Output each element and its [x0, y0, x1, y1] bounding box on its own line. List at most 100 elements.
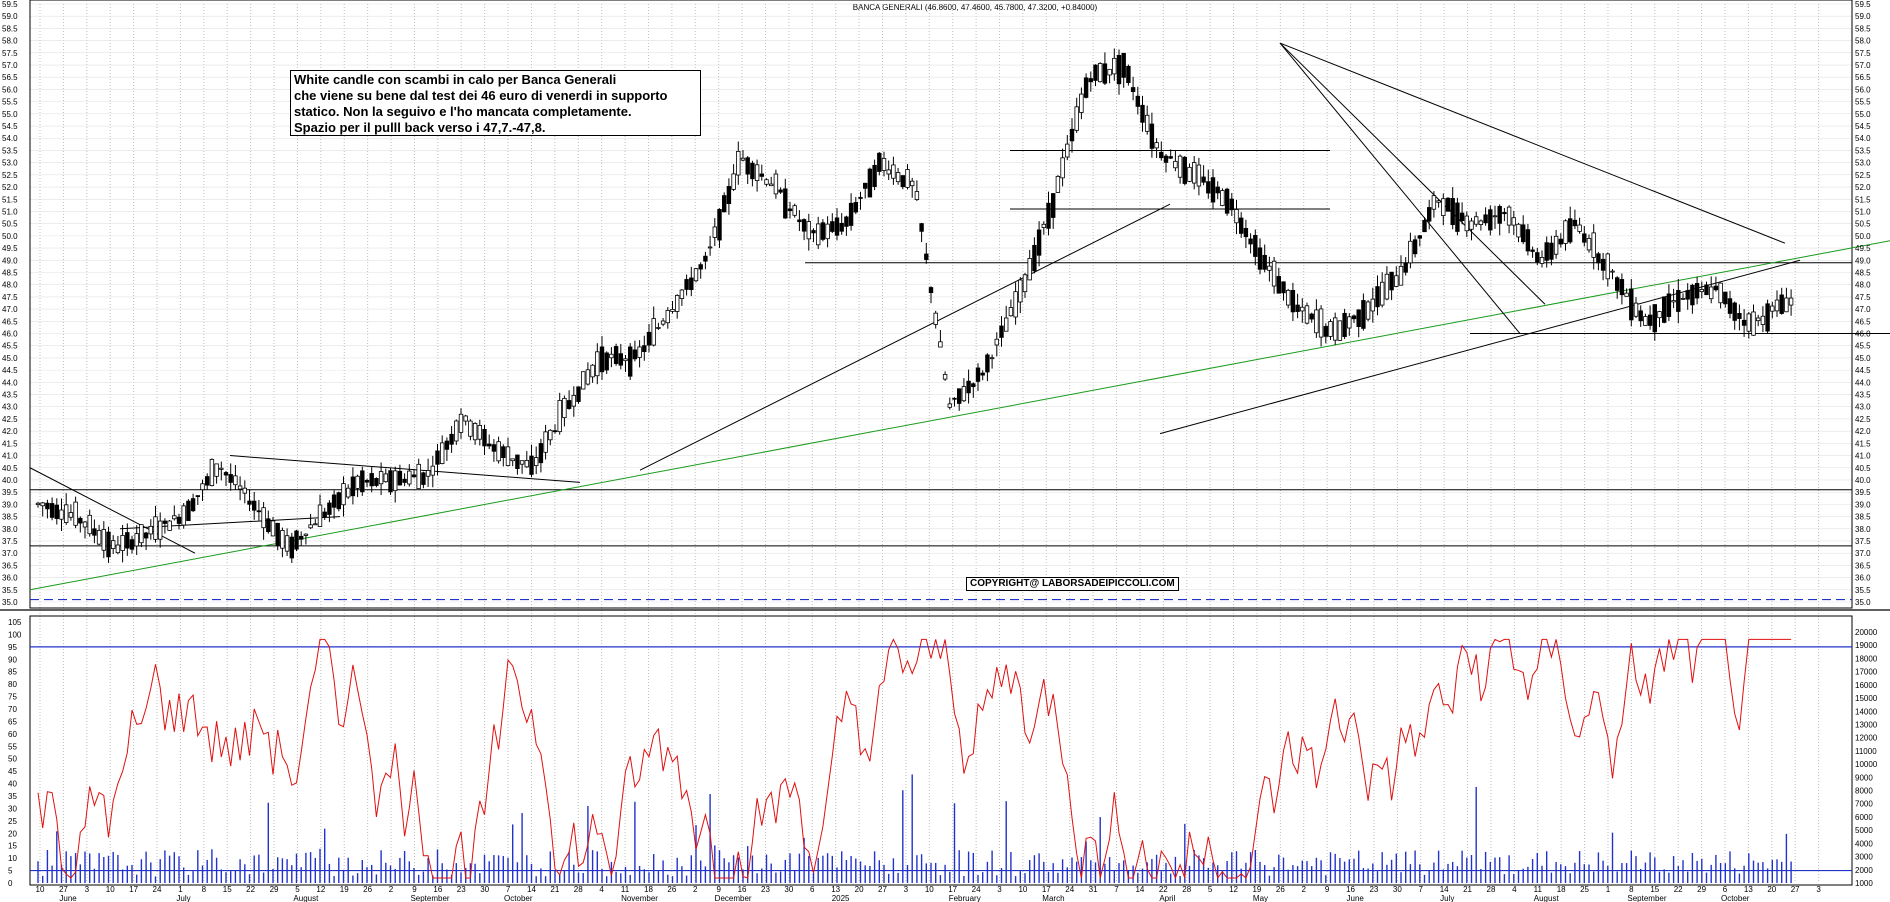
candle-body [1770, 305, 1775, 312]
candle-body [646, 331, 652, 346]
candle-body [609, 353, 614, 359]
candle-body [454, 420, 459, 442]
candle-body [571, 394, 576, 407]
candle-body [1088, 78, 1093, 83]
price-tick-label-right: 58.5 [1855, 24, 1871, 33]
candle-body [1605, 253, 1610, 280]
candle-body [613, 346, 619, 364]
candle-body [510, 458, 515, 462]
month-label: April [1159, 894, 1175, 902]
candle-body [1666, 293, 1672, 317]
month-label: July [176, 894, 190, 902]
candle-body [200, 483, 205, 491]
candle-body [1469, 220, 1474, 230]
candle-body [336, 492, 341, 510]
oscillator-tick-label: 100 [8, 630, 22, 639]
date-tick-label: 6 [1723, 885, 1728, 894]
date-tick-label: 3 [85, 885, 90, 894]
volume-tick-label: 9000 [1855, 773, 1873, 782]
date-tick-label: 11 [1534, 885, 1543, 894]
candle-body [482, 428, 487, 447]
candle-body [139, 524, 144, 544]
price-tick-label-left: 38.0 [2, 525, 18, 534]
date-tick-label: 13 [831, 885, 840, 894]
date-tick-label: 8 [202, 885, 207, 894]
candle-body [1149, 123, 1155, 149]
candle-body [40, 502, 45, 507]
candle-body [745, 157, 750, 175]
candle-body [1065, 143, 1070, 158]
candle-body [764, 179, 769, 185]
candle-body [957, 388, 962, 404]
candle-body [858, 197, 863, 199]
price-tick-label-right: 55.0 [1855, 110, 1871, 119]
candle-body [703, 255, 708, 262]
date-tick-label: 14 [1440, 885, 1449, 894]
date-tick-label: 10 [1018, 885, 1027, 894]
oscillator-tick-label: 15 [8, 842, 17, 851]
date-tick-label: 26 [363, 885, 372, 894]
price-tick-label-left: 35.0 [2, 598, 18, 607]
date-tick-label: 22 [1674, 885, 1683, 894]
candle-body [872, 164, 877, 187]
candle-body [1741, 319, 1747, 326]
price-tick-label-right: 57.5 [1855, 49, 1871, 58]
price-tick-label-left: 39.0 [2, 500, 18, 509]
candle-body [773, 173, 779, 195]
candle-body [59, 509, 64, 520]
candle-body [989, 357, 995, 360]
volume-tick-label: 11000 [1855, 747, 1877, 756]
candle-body [585, 369, 591, 385]
candle-body [576, 386, 581, 402]
price-tick-label-left: 44.5 [2, 366, 18, 375]
candle-body [1389, 271, 1394, 291]
candle-body [656, 327, 661, 329]
candle-body [566, 400, 572, 409]
price-tick-label-left: 43.5 [2, 391, 18, 400]
price-tick-label-right: 52.0 [1855, 183, 1871, 192]
date-tick-label: 16 [738, 885, 747, 894]
price-tick-label-right: 54.5 [1855, 122, 1871, 131]
price-tick-label-right: 40.0 [1855, 476, 1871, 485]
candle-body [1041, 223, 1046, 228]
oscillator-tick-label: 85 [8, 668, 17, 677]
candle-body [1521, 224, 1526, 243]
candle-body [458, 413, 464, 433]
candle-body [1069, 128, 1075, 142]
candle-body [1145, 114, 1150, 132]
candle-body [256, 510, 262, 513]
date-tick-label: 11 [621, 885, 630, 894]
price-tick-label-right: 44.0 [1855, 378, 1871, 387]
candle-body [595, 351, 600, 377]
candle-body [92, 528, 97, 536]
candle-body [162, 520, 168, 524]
price-tick-label-left: 48.5 [2, 268, 18, 277]
date-tick-label: 2 [1302, 885, 1307, 894]
candle-body [214, 463, 219, 477]
price-tick-label-right: 39.0 [1855, 500, 1871, 509]
trendline [229, 455, 581, 483]
candle-body [190, 498, 196, 512]
candle-body [1220, 190, 1225, 206]
candle-body [1370, 298, 1375, 312]
candle-body [980, 372, 985, 376]
price-tick-label-right: 38.0 [1855, 525, 1871, 534]
candle-body [1713, 285, 1719, 291]
candle-body [524, 460, 529, 468]
candle-body [670, 309, 675, 312]
candle-body [1624, 292, 1629, 297]
candle-body [999, 325, 1004, 338]
month-label: February [949, 894, 981, 902]
candle-body [1239, 217, 1244, 234]
date-tick-label: 2 [389, 885, 394, 894]
date-tick-label: 28 [1182, 885, 1191, 894]
candle-body [599, 346, 605, 373]
candle-body [905, 169, 910, 188]
candle-body [411, 474, 417, 478]
candle-body [355, 475, 360, 489]
candle-body [1036, 229, 1042, 256]
candle-body [134, 533, 139, 547]
price-tick-label-left: 39.5 [2, 488, 18, 497]
price-tick-label-right: 48.5 [1855, 268, 1871, 277]
descending-trendline [1279, 42, 1786, 244]
